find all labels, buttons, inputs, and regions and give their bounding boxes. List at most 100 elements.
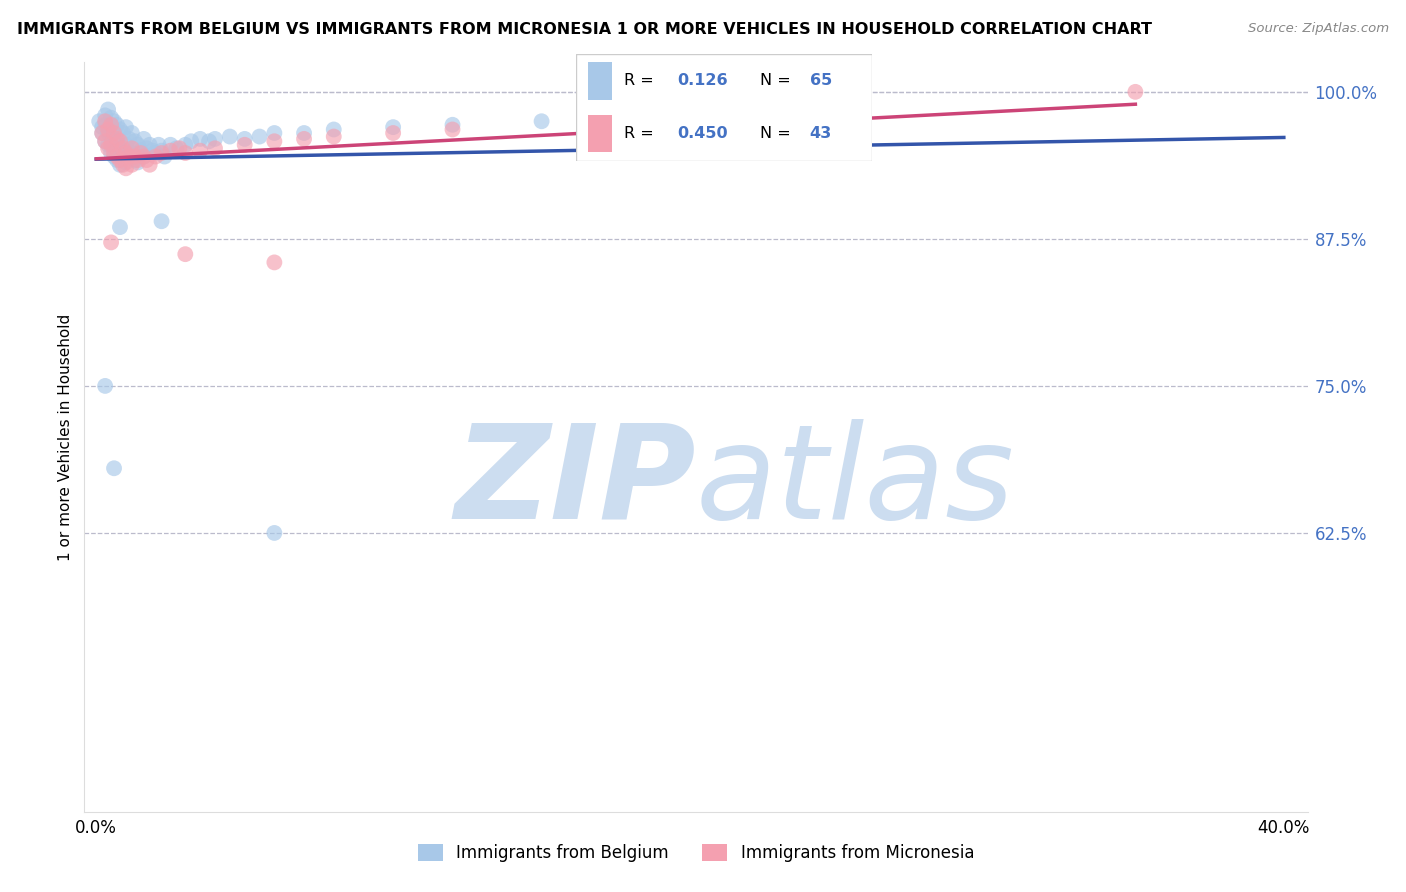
Point xyxy=(100,111,122,125)
Point xyxy=(103,146,125,161)
Point xyxy=(132,132,155,146)
Point xyxy=(129,146,152,161)
Point xyxy=(322,122,344,136)
Point xyxy=(188,144,211,158)
Point xyxy=(108,158,131,172)
Point xyxy=(94,114,117,128)
Point xyxy=(94,134,117,148)
Point xyxy=(89,114,111,128)
Point xyxy=(100,137,122,152)
Point xyxy=(204,132,226,146)
Point xyxy=(218,129,240,144)
Point xyxy=(150,214,173,228)
Point xyxy=(174,247,197,261)
Text: N =: N = xyxy=(759,73,796,88)
Point xyxy=(100,118,122,132)
Point xyxy=(111,141,134,155)
Point xyxy=(97,103,120,117)
Point xyxy=(169,141,191,155)
Text: 0.126: 0.126 xyxy=(676,73,727,88)
Point xyxy=(103,149,125,163)
Point xyxy=(204,141,226,155)
Point xyxy=(124,134,146,148)
Point xyxy=(127,153,149,167)
Point xyxy=(100,146,122,161)
Point xyxy=(441,122,464,136)
Point xyxy=(233,137,256,152)
Point xyxy=(180,134,202,148)
Point xyxy=(118,149,141,163)
Point xyxy=(91,126,114,140)
Point xyxy=(103,132,125,146)
Point xyxy=(97,122,120,136)
Text: N =: N = xyxy=(759,126,796,141)
Point xyxy=(94,379,117,393)
Text: R =: R = xyxy=(624,126,658,141)
Point xyxy=(132,149,155,163)
Point xyxy=(142,144,165,158)
Point xyxy=(121,141,143,155)
Point xyxy=(103,114,125,128)
Point xyxy=(108,134,131,148)
Point xyxy=(153,149,176,163)
Point xyxy=(115,155,138,169)
Point xyxy=(174,146,197,161)
Point xyxy=(105,149,128,163)
Point xyxy=(174,137,197,152)
Text: R =: R = xyxy=(624,73,658,88)
Point xyxy=(105,118,128,132)
Point xyxy=(145,146,167,161)
Point xyxy=(382,120,405,135)
Point xyxy=(159,137,181,152)
Bar xyxy=(588,62,612,100)
Point xyxy=(115,146,138,161)
Point xyxy=(108,220,131,235)
Point xyxy=(124,149,146,163)
Point xyxy=(100,129,122,144)
Point xyxy=(118,132,141,146)
Point xyxy=(103,126,125,140)
Point xyxy=(121,146,143,161)
Text: atlas: atlas xyxy=(696,418,1015,546)
Point xyxy=(198,134,221,148)
Point xyxy=(111,146,134,161)
Text: ZIP: ZIP xyxy=(454,418,696,546)
Point xyxy=(263,134,285,148)
Point xyxy=(135,141,157,155)
Point xyxy=(263,525,285,540)
Point xyxy=(121,158,143,172)
Point xyxy=(1125,85,1147,99)
Point xyxy=(108,153,131,167)
Point xyxy=(115,137,138,152)
Point xyxy=(115,120,138,135)
Point xyxy=(292,126,315,140)
Point xyxy=(118,149,141,163)
Point xyxy=(159,144,181,158)
Point xyxy=(150,144,173,158)
Point xyxy=(322,129,344,144)
Point xyxy=(94,108,117,122)
Point xyxy=(111,158,134,172)
Point xyxy=(441,118,464,132)
Legend: Immigrants from Belgium, Immigrants from Micronesia: Immigrants from Belgium, Immigrants from… xyxy=(409,836,983,871)
Point xyxy=(97,126,120,140)
Text: 0.450: 0.450 xyxy=(676,126,727,141)
Text: Source: ZipAtlas.com: Source: ZipAtlas.com xyxy=(1249,22,1389,36)
Point xyxy=(127,155,149,169)
Point xyxy=(382,126,405,140)
Y-axis label: 1 or more Vehicles in Household: 1 or more Vehicles in Household xyxy=(58,313,73,561)
Point xyxy=(263,126,285,140)
Point xyxy=(91,120,114,135)
Point xyxy=(97,137,120,152)
Point xyxy=(105,137,128,152)
Point xyxy=(145,149,167,163)
Point xyxy=(132,149,155,163)
Point xyxy=(249,129,271,144)
Point xyxy=(94,134,117,148)
Point xyxy=(148,137,170,152)
Point xyxy=(292,132,315,146)
Point xyxy=(103,461,125,475)
Point xyxy=(108,141,131,155)
Point xyxy=(108,122,131,136)
Point xyxy=(100,235,122,250)
